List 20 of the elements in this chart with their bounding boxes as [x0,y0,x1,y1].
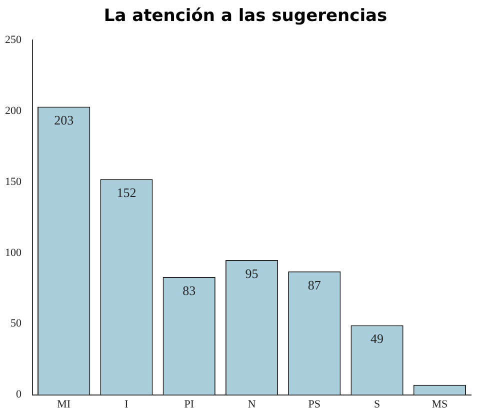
data-label: 152 [116,185,136,200]
x-tick-label: I [124,398,129,410]
x-tick-label: PS [308,398,321,410]
y-tick-label: 150 [5,176,22,188]
x-tick-label: PI [184,398,194,410]
x-tick-label: S [374,398,380,410]
y-tick-label: 0 [16,388,22,401]
y-tick-label: 200 [5,104,22,117]
data-label: 87 [308,277,322,292]
data-label: 49 [370,331,384,346]
x-tick-label: N [248,398,256,410]
y-tick-label: 50 [10,318,22,330]
x-tick-label: MI [57,398,71,410]
y-tick-label: 100 [5,246,22,259]
data-label: 83 [182,282,196,298]
y-tick-label: 250 [5,34,22,46]
x-tick-label: MS [432,398,448,410]
data-label: 95 [245,266,258,281]
chart-title: La atención a las sugerencias [102,6,388,26]
data-label: 203 [54,112,74,128]
